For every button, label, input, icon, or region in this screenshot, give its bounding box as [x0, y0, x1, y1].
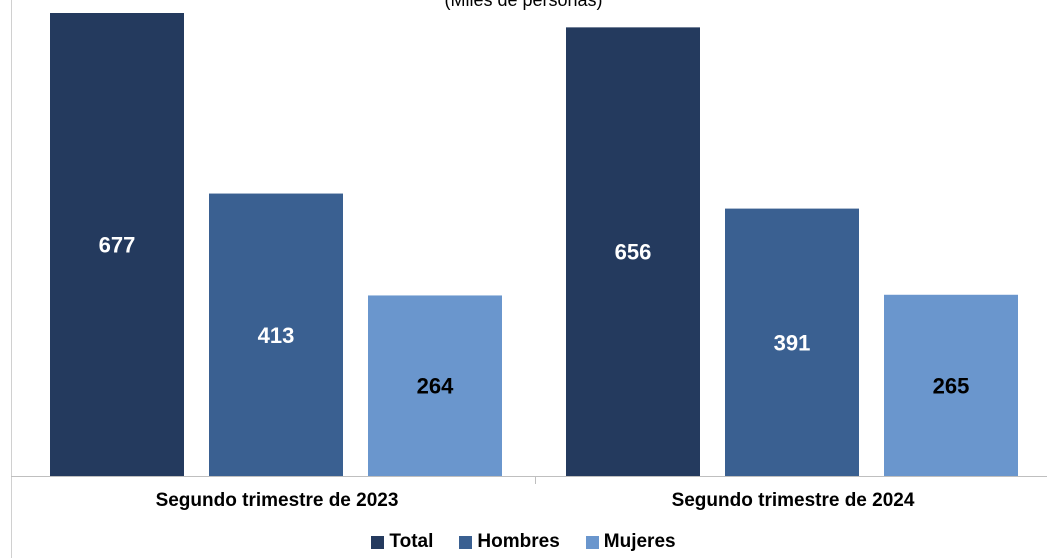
chart-legend: Total Hombres Mujeres [0, 530, 1047, 554]
legend-label-total: Total [389, 531, 434, 552]
bar-hombres-1 [209, 193, 343, 476]
data-label-hombres-2: 391 [774, 330, 811, 355]
data-label-hombres-1: 413 [258, 323, 295, 348]
bar-total-1 [50, 13, 184, 476]
category-label-1: Segundo trimestre de 2023 [156, 490, 399, 511]
legend-label-hombres: Hombres [477, 531, 560, 552]
legend-swatch-mujeres [585, 535, 599, 549]
legend-item-total: Total [371, 531, 433, 553]
data-label-total-1: 677 [99, 233, 136, 258]
data-label-mujeres-2: 265 [933, 373, 970, 398]
category-label-2: Segundo trimestre de 2024 [672, 490, 915, 511]
legend-label-mujeres: Mujeres [603, 531, 676, 552]
legend-item-hombres: Hombres [459, 531, 560, 553]
legend-swatch-hombres [459, 535, 473, 549]
bar-mujeres-2 [884, 294, 1018, 476]
legend-item-mujeres: Mujeres [585, 531, 676, 553]
chart-subtitle: (Miles de personas) [444, 0, 603, 10]
legend-swatch-total [371, 535, 385, 549]
bar-hombres-2 [725, 208, 859, 476]
bar-total-2 [566, 27, 700, 477]
data-label-mujeres-1: 264 [417, 374, 454, 399]
bar-mujeres-1 [368, 295, 502, 476]
data-label-total-2: 656 [615, 240, 652, 265]
